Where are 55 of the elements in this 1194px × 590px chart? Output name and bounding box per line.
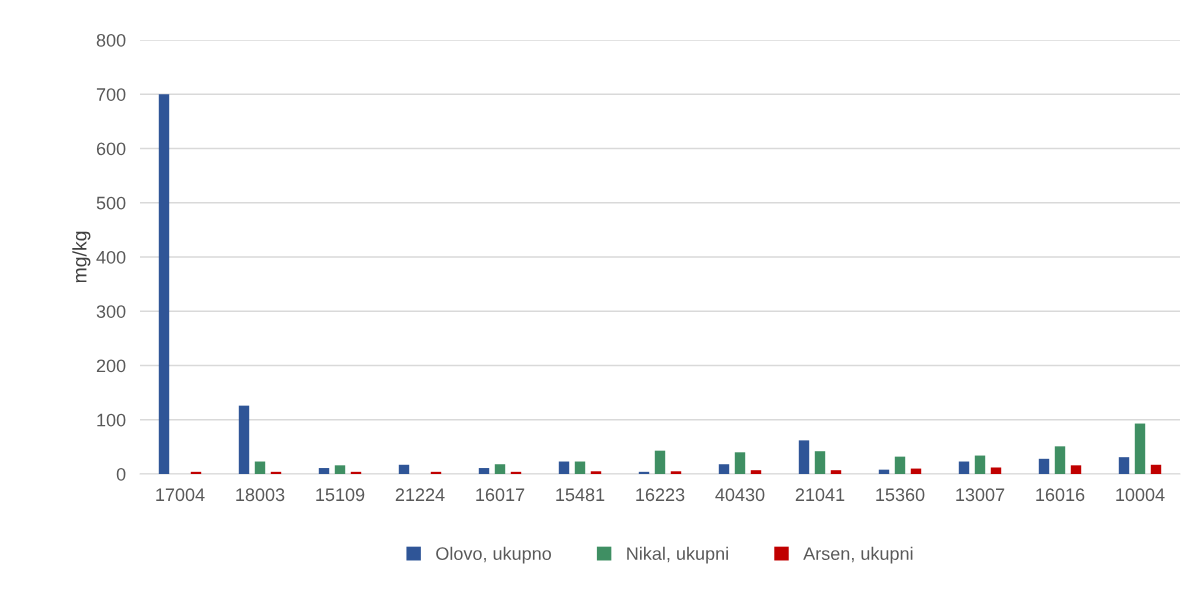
bar <box>958 461 970 474</box>
bar <box>974 455 986 474</box>
legend-label: Arsen, ukupni <box>803 546 913 564</box>
bar <box>814 451 826 474</box>
bar <box>1134 423 1146 474</box>
x-tick-label: 10004 <box>1116 488 1165 502</box>
x-tick-label: 16016 <box>1036 488 1085 502</box>
bar <box>798 440 810 474</box>
bar <box>558 461 570 474</box>
y-tick-label: 100 <box>97 413 126 427</box>
bar <box>654 450 666 474</box>
y-tick-label: 800 <box>96 33 126 47</box>
x-tick-label: 16017 <box>476 488 525 502</box>
y-tick-label: 400 <box>96 250 126 264</box>
x-tick-label: 40430 <box>715 488 765 502</box>
bar <box>1054 446 1066 474</box>
y-axis-title: mg/kg <box>72 231 91 283</box>
bar <box>574 461 586 474</box>
bar <box>670 471 682 474</box>
x-tick-label: 17004 <box>156 488 205 502</box>
bar <box>734 452 746 474</box>
bar <box>1038 458 1050 474</box>
legend-label: Olovo, ukupno <box>436 546 551 564</box>
y-tick-label: 300 <box>96 305 126 318</box>
x-tick-label: 21041 <box>795 488 845 502</box>
bar <box>254 461 266 474</box>
y-tick-label: 500 <box>96 196 126 210</box>
y-tick-label: 200 <box>96 359 126 373</box>
x-tick-label: 15360 <box>876 488 925 502</box>
bar <box>750 470 762 474</box>
bar <box>990 467 1002 474</box>
bar <box>830 470 842 474</box>
bar <box>334 465 346 474</box>
bar <box>718 464 730 474</box>
bar <box>894 456 906 474</box>
x-tick-label: 21224 <box>395 488 445 501</box>
x-tick-label: 13007 <box>956 488 1005 502</box>
bar <box>318 468 330 474</box>
x-tick-label: 15481 <box>556 488 605 502</box>
y-tick-label: 0 <box>116 467 126 481</box>
y-tick-label: 700 <box>96 88 126 101</box>
x-tick-label: 16223 <box>636 488 685 502</box>
bar <box>1150 464 1162 474</box>
x-tick-label: 15109 <box>316 488 365 502</box>
bar <box>478 468 490 474</box>
x-tick-label: 18003 <box>236 488 285 502</box>
bar <box>1070 465 1082 474</box>
legend-label: Nikal, ukupni <box>627 546 728 564</box>
bar <box>398 464 410 474</box>
bar <box>238 405 250 474</box>
bar <box>1118 457 1130 474</box>
bar <box>158 94 170 474</box>
y-tick-label: 600 <box>96 142 126 156</box>
bar <box>494 464 506 474</box>
bar <box>590 471 602 474</box>
